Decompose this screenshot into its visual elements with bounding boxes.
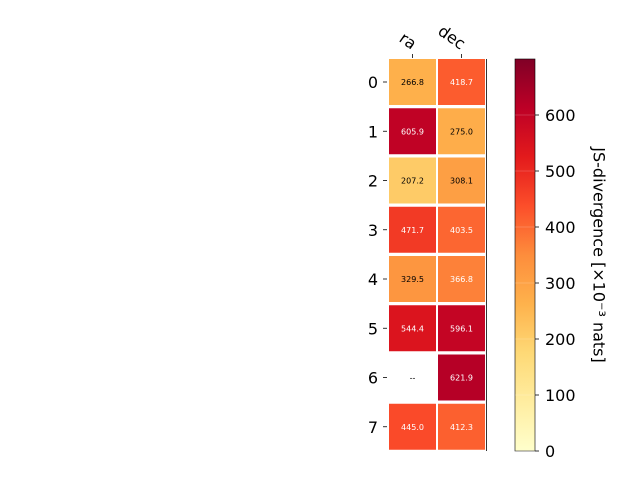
colorbar-label: JS-divergence [×10⁻³ nats] xyxy=(590,146,609,362)
heatmap-cell xyxy=(438,403,485,450)
heatmap-cell xyxy=(389,157,436,204)
cell-value-label: 445.0 xyxy=(401,423,424,432)
column-label: dec xyxy=(435,21,469,53)
heatmap-cell xyxy=(438,108,485,155)
heatmap-cell xyxy=(438,206,485,253)
heatmap-cell xyxy=(438,256,485,302)
colorbar-tick-label: 100 xyxy=(545,386,576,405)
heatmap-cell xyxy=(389,206,436,253)
cell-value-label: 596.1 xyxy=(450,324,473,333)
colorbar-tick-label: 0 xyxy=(545,442,555,461)
heatmap-cells: 266.8 418.7 605.9 275.0 207.2 308.1 471.7 403.5… xyxy=(389,59,485,450)
cell-value-label: 621.9 xyxy=(450,374,473,383)
cell-value-label: 207.2 xyxy=(401,177,424,186)
heatmap-cell xyxy=(389,305,436,352)
cell-value-label: 544.4 xyxy=(401,324,424,333)
colorbar-tick-label: 400 xyxy=(545,218,576,237)
heatmap-cell xyxy=(389,108,436,155)
cell-value-label: 412.3 xyxy=(450,423,473,432)
row-labels: 0 1 2 3 4 5 6 7 xyxy=(368,73,387,437)
row-label: 5 xyxy=(368,319,378,338)
colorbar-gradient xyxy=(514,58,536,452)
cell-value-label: 266.8 xyxy=(401,78,424,87)
heatmap-cell xyxy=(438,157,485,204)
row-label: 1 xyxy=(368,122,378,141)
column-labels: ra dec xyxy=(396,21,469,58)
cell-missing-label: -- xyxy=(410,374,416,383)
row-label: 7 xyxy=(368,418,378,437)
heatmap-cell xyxy=(389,256,436,302)
heatmap-cell xyxy=(438,59,485,105)
cell-value-label: 403.5 xyxy=(450,226,473,235)
heatmap-cell xyxy=(438,354,485,401)
colorbar-tick-label: 200 xyxy=(545,330,576,349)
cell-value-label: 605.9 xyxy=(401,127,424,136)
cell-value-label: 418.7 xyxy=(450,78,473,87)
column-label: ra xyxy=(396,28,420,53)
heatmap-cell xyxy=(389,59,436,105)
row-label: 4 xyxy=(368,270,378,289)
cell-value-label: 329.5 xyxy=(401,275,424,284)
cell-value-label: 366.8 xyxy=(450,275,473,284)
colorbar: 0 100 200 300 400 500 600 JS-divergence [×10⁻³… xyxy=(514,58,609,461)
heatmap-cell xyxy=(389,403,436,450)
heatmap-cell xyxy=(438,305,485,352)
row-label: 6 xyxy=(368,369,378,388)
row-label: 3 xyxy=(368,221,378,240)
cell-value-label: 308.1 xyxy=(450,177,473,186)
colorbar-tick-label: 600 xyxy=(545,106,576,125)
colorbar-ticks: 0 100 200 300 400 500 600 xyxy=(515,106,576,461)
cell-value-label: 275.0 xyxy=(450,127,473,136)
colorbar-tick-label: 300 xyxy=(545,274,576,293)
row-label: 0 xyxy=(368,73,378,92)
colorbar-tick-label: 500 xyxy=(545,162,576,181)
row-label: 2 xyxy=(368,172,378,191)
cell-value-label: 471.7 xyxy=(401,226,424,235)
